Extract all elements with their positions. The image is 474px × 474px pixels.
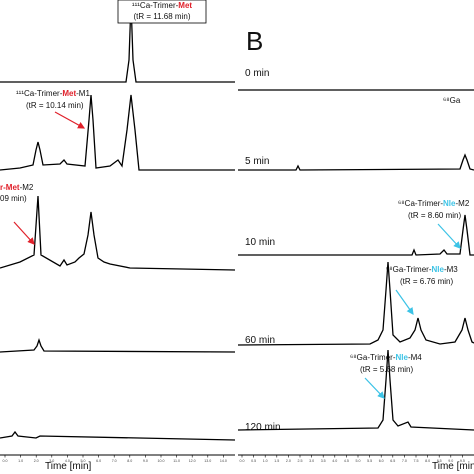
trace bbox=[0, 430, 236, 441]
tick-label: 0.0 bbox=[3, 459, 8, 463]
peak-label: ¹¹¹Ca-Trimer-Met-M1 bbox=[16, 89, 90, 98]
time-label: 5 min bbox=[245, 156, 269, 167]
peak-label: r-Met-M2 bbox=[0, 183, 34, 192]
tick-label: 9.0 bbox=[448, 459, 453, 463]
trace bbox=[238, 153, 474, 171]
time-label: 120 min bbox=[245, 422, 281, 433]
arrow bbox=[437, 223, 461, 249]
tick-label: 7.0 bbox=[402, 459, 407, 463]
retention: (tR = 5.68 min) bbox=[360, 365, 413, 374]
retention: (tR = 6.76 min) bbox=[400, 277, 453, 286]
tick-label: 7.5 bbox=[414, 459, 419, 463]
axis-label: Time [min] bbox=[432, 461, 474, 472]
tick-label: 6.0 bbox=[379, 459, 384, 463]
panel-a: ¹¹¹Ca-Trimer-Met (tR = 11.68 min) ¹¹¹Ca-… bbox=[0, 0, 236, 472]
tick-label: 7.0 bbox=[112, 459, 117, 463]
tick-label: 4.5 bbox=[344, 459, 349, 463]
trace bbox=[238, 214, 474, 256]
tick-label: 4.0 bbox=[332, 459, 337, 463]
tick-label: 2.0 bbox=[34, 459, 39, 463]
tick-label: 1.0 bbox=[263, 459, 268, 463]
time-label: 0 min bbox=[245, 68, 269, 79]
tick-label: 0.0 bbox=[240, 459, 245, 463]
peak-label: ⁶⁸Ga-Trimer-Nle-M4 bbox=[350, 353, 422, 362]
tick-labels: 0.0 1.0 2.0 3.0 4.0 5.0 6.0 7.0 8.0 9.0 10.0 11.0 12… bbox=[3, 455, 227, 463]
arrow bbox=[54, 111, 86, 129]
tick-label: 0.5 bbox=[251, 459, 256, 463]
tick-label: 14.0 bbox=[220, 459, 227, 463]
axis-label: Time [min] bbox=[45, 461, 92, 472]
arrow bbox=[364, 377, 385, 399]
trace bbox=[0, 195, 236, 271]
peak-label: ¹¹¹Ca-Trimer-Met bbox=[132, 1, 192, 10]
tick-label: 10.0 bbox=[158, 459, 165, 463]
retention: 09 min) bbox=[0, 194, 27, 203]
tick-label: 3.5 bbox=[321, 459, 326, 463]
peak-label: ⁶⁸Ga-Trimer-Nle-M3 bbox=[386, 265, 458, 274]
label-box bbox=[117, 0, 207, 24]
tick-label: 1.0 bbox=[18, 459, 23, 463]
tick-label: 2.5 bbox=[298, 459, 303, 463]
tick-label: 12.0 bbox=[189, 459, 196, 463]
retention: (tR = 8.60 min) bbox=[408, 211, 461, 220]
retention: (tR = 11.68 min) bbox=[134, 12, 191, 21]
tick-label: 6.5 bbox=[390, 459, 395, 463]
arrow bbox=[13, 221, 35, 245]
time-label: 60 min bbox=[245, 335, 275, 346]
tick-label: 8.0 bbox=[127, 459, 132, 463]
tick-labels: 0.0 0.5 1.0 1.5 2.0 2.5 3.0 3.5 4.0 4.5 5.0 5.5 6.0 6… bbox=[240, 455, 465, 463]
tick-label: 9.5 bbox=[460, 459, 465, 463]
tick-label: 13.0 bbox=[204, 459, 211, 463]
tick-label: 8.5 bbox=[437, 459, 442, 463]
panel-b: B 0 min 5 min 10 min 60 min 120 min ⁶⁸Ga… bbox=[237, 26, 474, 472]
tick-label: 3.0 bbox=[49, 459, 54, 463]
trace bbox=[237, 349, 474, 431]
tick-label: 5.0 bbox=[81, 459, 86, 463]
trace bbox=[0, 337, 236, 353]
partial-label: ⁶⁸Ga bbox=[443, 96, 461, 105]
tick-label: 11.0 bbox=[173, 459, 180, 463]
tick-label: 4.0 bbox=[65, 459, 70, 463]
tick-label: 3.0 bbox=[309, 459, 314, 463]
tick-label: 5.5 bbox=[367, 459, 372, 463]
time-label: 10 min bbox=[245, 237, 275, 248]
panel-letter: B bbox=[246, 26, 263, 56]
trace bbox=[0, 94, 235, 171]
tick-label: 1.5 bbox=[274, 459, 279, 463]
tick-label: 9.0 bbox=[143, 459, 148, 463]
trace bbox=[237, 261, 474, 346]
retention: (tR = 10.14 min) bbox=[26, 101, 84, 110]
tick-label: 8.0 bbox=[425, 459, 430, 463]
arrow bbox=[395, 289, 414, 315]
tick-label: 6.0 bbox=[96, 459, 101, 463]
tick-label: 5.0 bbox=[356, 459, 361, 463]
peak-label: ⁶⁸Ca-Trimer-Nle-M2 bbox=[398, 199, 470, 208]
tick-label: 2.0 bbox=[286, 459, 291, 463]
